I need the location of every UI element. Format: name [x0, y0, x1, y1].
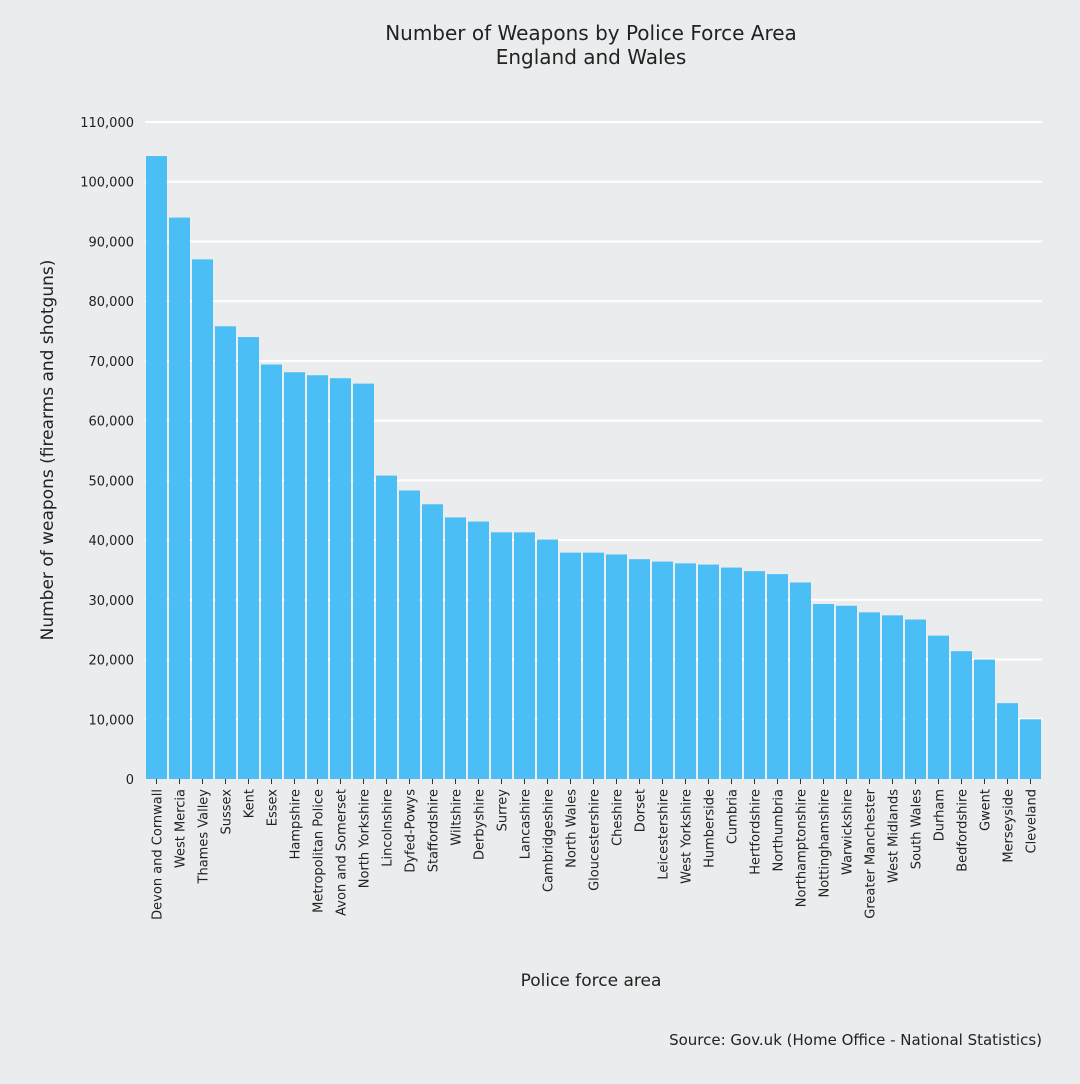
bar [652, 561, 673, 779]
y-tick-label: 20,000 [89, 654, 135, 669]
chart-title: Number of Weapons by Police Force Area [385, 21, 797, 45]
y-axis-label: Number of weapons (firearms and shotguns… [38, 260, 58, 641]
bar [261, 364, 282, 779]
source-note: Source: Gov.uk (Home Office - National S… [669, 1031, 1042, 1049]
bar [767, 574, 788, 779]
bar [974, 659, 995, 779]
bar [307, 375, 328, 779]
x-tick-label: Metropolitan Police [312, 789, 327, 913]
x-tick-label: West Mercia [174, 789, 189, 868]
bar [606, 554, 627, 779]
x-tick-label: Thames Valley [197, 789, 212, 885]
chart-subtitle: England and Wales [496, 45, 687, 69]
x-tick-label: Humberside [703, 789, 718, 868]
bar [951, 651, 972, 779]
bar [882, 615, 903, 779]
x-tick-label: Wiltshire [450, 789, 465, 846]
y-tick-label: 40,000 [89, 534, 135, 549]
bar [836, 605, 857, 779]
y-tick-label: 50,000 [89, 474, 135, 489]
bar [353, 383, 374, 779]
x-tick-label: Northamptonshire [795, 789, 810, 907]
x-axis-label: Police force area [521, 971, 662, 991]
bar [376, 475, 397, 779]
bar [1020, 719, 1041, 779]
x-tick-label: Staffordshire [427, 789, 442, 872]
bar [744, 571, 765, 779]
bar [560, 552, 581, 779]
bar [169, 217, 190, 780]
bar [192, 259, 213, 779]
x-tick-label: Bedfordshire [956, 789, 971, 872]
bar [537, 539, 558, 779]
x-tick-label: Durham [933, 789, 948, 841]
bar [928, 635, 949, 779]
y-tick-label: 10,000 [89, 713, 135, 728]
bar [997, 703, 1018, 779]
x-tick-label: North Yorkshire [358, 789, 373, 888]
y-tick-label: 70,000 [89, 355, 135, 370]
bar [468, 521, 489, 779]
bar [583, 552, 604, 779]
bar [859, 612, 880, 779]
y-tick-label: 0 [126, 773, 134, 788]
bar [790, 582, 811, 779]
bar [445, 517, 466, 779]
bar [422, 504, 443, 779]
x-tick-label: Merseyside [1002, 789, 1017, 863]
bar [905, 619, 926, 779]
y-tick-label: 80,000 [89, 295, 135, 310]
x-tick-label: Lancashire [519, 789, 534, 859]
y-tick-label: 100,000 [80, 176, 134, 191]
bar [215, 326, 236, 779]
y-tick-label: 60,000 [89, 415, 135, 430]
x-tick-label: Essex [266, 789, 281, 827]
x-tick-label: Derbyshire [473, 789, 488, 860]
x-tick-label: Devon and Cornwall [151, 789, 166, 920]
bar [146, 156, 167, 779]
bar [514, 532, 535, 779]
x-tick-label: South Wales [910, 789, 925, 870]
x-tick-label: Gwent [979, 789, 994, 831]
x-tick-label: Warwickshire [841, 789, 856, 875]
y-tick-label: 90,000 [89, 235, 135, 250]
y-tick-label: 30,000 [89, 594, 135, 609]
x-tick-label: Cambridgeshire [542, 789, 557, 892]
bar [284, 372, 305, 779]
x-tick-label: Hampshire [289, 789, 304, 859]
x-tick-label: Avon and Somerset [335, 789, 350, 916]
bar [399, 490, 420, 779]
y-tick-label: 110,000 [80, 116, 134, 131]
x-tick-label: North Wales [565, 789, 580, 868]
x-tick-label: Cheshire [611, 789, 626, 846]
bar [698, 564, 719, 779]
bar [813, 603, 834, 779]
x-tick-label: Surrey [496, 789, 511, 832]
bar [330, 378, 351, 779]
x-tick-label: Nottinghamshire [818, 789, 833, 898]
bar [675, 563, 696, 779]
x-tick-label: Dorset [634, 789, 649, 832]
bar [629, 559, 650, 779]
bar [491, 532, 512, 779]
x-tick-label: West Yorkshire [680, 789, 695, 884]
bar [238, 337, 259, 779]
x-tick-label: Kent [243, 789, 258, 818]
x-tick-label: Cleveland [1025, 789, 1040, 853]
x-tick-label: Hertfordshire [749, 789, 764, 875]
x-tick-label: Greater Manchester [864, 788, 879, 918]
x-tick-label: Leicestershire [657, 789, 672, 880]
x-tick-label: West Midlands [887, 789, 902, 883]
x-tick-label: Lincolnshire [381, 789, 396, 867]
x-tick-label: Gloucestershire [588, 789, 603, 891]
x-tick-label: Cumbria [726, 789, 741, 844]
x-tick-label: Sussex [220, 789, 235, 835]
bar [721, 567, 742, 779]
x-tick-label: Dyfed-Powys [404, 789, 419, 873]
x-tick-label: Northumbria [772, 789, 787, 871]
